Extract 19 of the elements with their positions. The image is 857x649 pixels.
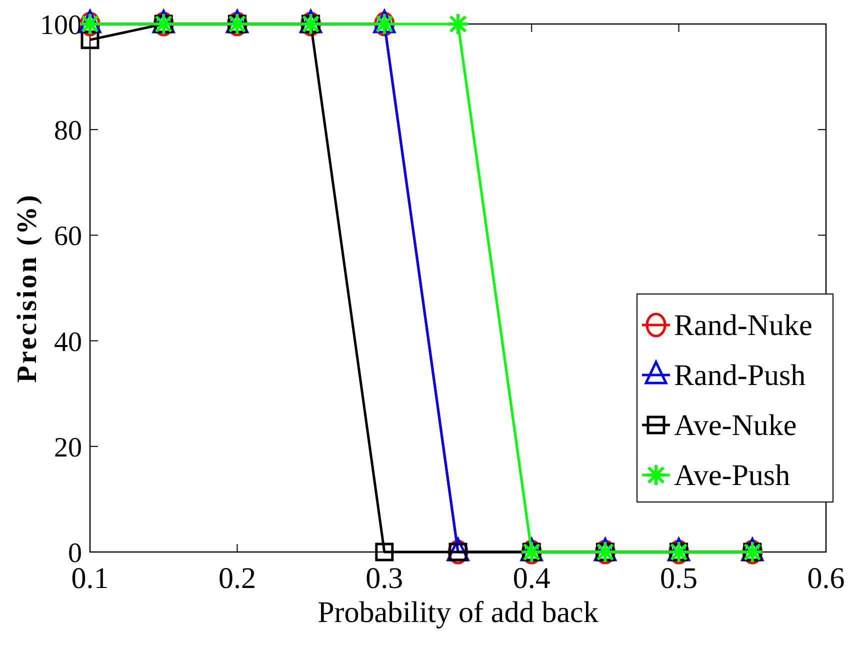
- x-axis-title: Probability of add back: [318, 596, 598, 629]
- y-tick-label: 20: [54, 432, 82, 464]
- x-tick-label: 0.6: [807, 562, 845, 595]
- y-tick-label: 40: [54, 326, 82, 358]
- legend-label: Rand-Nuke: [674, 309, 812, 342]
- x-tick-label: 0.4: [512, 562, 550, 595]
- legend-label: Ave-Nuke: [674, 409, 797, 442]
- x-tick-label: 0.3: [366, 562, 404, 595]
- y-axis-title: Precision (%): [12, 193, 43, 383]
- y-tick-label: 60: [54, 221, 82, 252]
- y-tick-label: 100: [40, 10, 82, 41]
- y-tick-label: 80: [54, 116, 82, 147]
- x-tick-label: 0.2: [218, 562, 256, 595]
- point: [375, 542, 394, 562]
- point: [446, 12, 470, 36]
- legend-label: Rand-Push: [674, 359, 806, 392]
- point: [80, 30, 100, 50]
- legend-label: Ave-Push: [674, 459, 790, 492]
- x-tick-label: 0.5: [660, 562, 698, 595]
